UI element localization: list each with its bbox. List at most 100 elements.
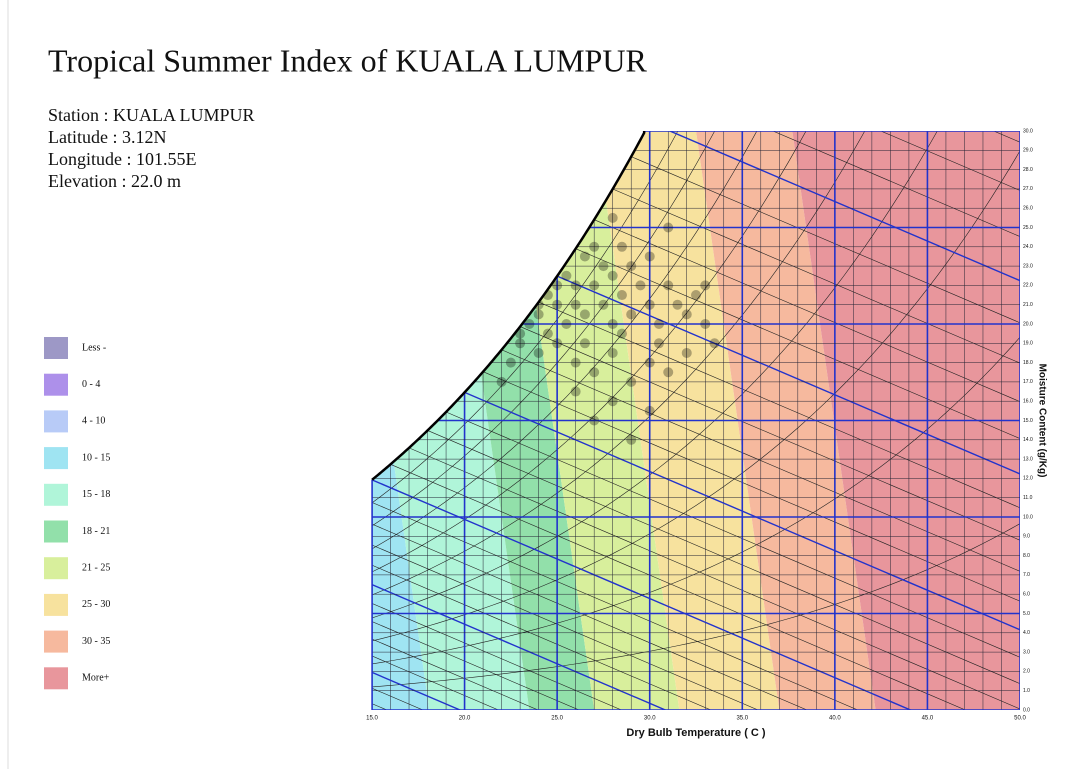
data-point (644, 357, 655, 368)
legend-swatch (44, 630, 68, 653)
y-tick-label: 14.0 (1023, 437, 1033, 443)
station-info: Elevation : 22.0 m (48, 171, 181, 191)
y-tick-label: 8.0 (1023, 553, 1030, 559)
rh-curve (372, 131, 1020, 619)
wet-bulb-line (372, 544, 851, 710)
y-tick-label: 24.0 (1023, 244, 1033, 250)
station-info: Latitude : 3.12N (48, 127, 166, 147)
data-point (589, 241, 600, 252)
legend-swatch (44, 557, 68, 580)
data-point (663, 367, 674, 378)
y-tick-label: 15.0 (1023, 418, 1033, 424)
data-point (579, 309, 590, 320)
wet-bulb-line (372, 575, 724, 710)
data-point (616, 241, 627, 252)
data-point (607, 396, 618, 407)
wet-bulb-line (372, 479, 1020, 710)
y-tick-label: 7.0 (1023, 572, 1030, 578)
data-point (663, 222, 674, 233)
wet-bulb-line (372, 555, 807, 710)
data-point (681, 347, 692, 358)
data-point (709, 338, 720, 349)
wet-bulb-line (705, 131, 1020, 710)
legend-label: 15 - 18 (82, 489, 110, 500)
rh-curve (372, 131, 1020, 550)
data-point (579, 251, 590, 262)
data-point (607, 270, 618, 281)
station-info: Longitude : 101.55E (48, 149, 196, 169)
y-tick-label: 18.0 (1023, 360, 1033, 366)
wet-bulb-line (556, 275, 1020, 710)
wet-bulb-line (575, 248, 1020, 710)
data-point (561, 270, 572, 281)
y-tick-label: 20.0 (1023, 321, 1033, 327)
wet-bulb-line (372, 494, 1020, 710)
data-point (663, 280, 674, 291)
wet-bulb-line (612, 188, 1020, 710)
data-point (552, 338, 563, 349)
rh-curve (372, 523, 1020, 688)
y-tick-label: 29.0 (1023, 148, 1033, 154)
y-tick-label: 28.0 (1023, 167, 1033, 173)
data-point (570, 299, 581, 310)
rh-curve (372, 131, 1020, 527)
data-point (589, 415, 600, 426)
y-axis-label: Moisture Content (g/Kg) (1036, 364, 1047, 478)
wet-bulb-line (519, 326, 1020, 710)
comfort-zone (372, 131, 430, 710)
data-point (644, 405, 655, 416)
data-point (635, 280, 646, 291)
data-point (505, 357, 516, 368)
wet-bulb-line (464, 391, 1020, 710)
data-point (672, 299, 683, 310)
y-tick-label: 17.0 (1023, 379, 1033, 385)
y-tick-label: 27.0 (1023, 186, 1033, 192)
wet-bulb-line (372, 521, 944, 710)
y-tick-label: 9.0 (1023, 534, 1030, 540)
comfort-zone (792, 131, 1020, 710)
wet-bulb-line (372, 592, 646, 710)
data-point (524, 319, 535, 329)
wet-bulb-line (482, 371, 1020, 710)
y-tick-label: 2.0 (1023, 669, 1030, 675)
data-point (700, 280, 711, 291)
legend-label: 4 - 10 (82, 416, 105, 427)
x-tick-label: 15.0 (366, 716, 378, 722)
wet-bulb-line (631, 156, 1020, 710)
x-tick-label: 50.0 (1014, 716, 1026, 722)
x-tick-label: 30.0 (644, 716, 656, 722)
data-point (598, 261, 609, 272)
y-tick-label: 30.0 (1023, 128, 1033, 134)
legend-swatch (44, 483, 68, 506)
wet-bulb-line (408, 447, 1020, 710)
y-tick-label: 11.0 (1023, 495, 1033, 501)
data-point (515, 338, 526, 349)
data-point (496, 376, 507, 387)
legend-swatch (44, 410, 68, 433)
y-tick-label: 5.0 (1023, 611, 1030, 617)
data-point (644, 251, 655, 262)
data-point (533, 347, 544, 358)
wet-bulb-line (372, 533, 897, 710)
y-tick-label: 16.0 (1023, 399, 1033, 405)
data-point (681, 309, 692, 320)
y-tick-label: 6.0 (1023, 592, 1030, 598)
legend-label: More+ (82, 673, 110, 684)
x-tick-label: 45.0 (922, 716, 934, 722)
y-tick-label: 3.0 (1023, 649, 1030, 655)
rh-curve (372, 150, 1020, 642)
legend-label: 10 - 15 (82, 452, 110, 463)
wet-bulb-line (372, 600, 609, 710)
data-point (607, 319, 618, 329)
legend-swatch (44, 593, 68, 616)
data-point (616, 328, 627, 339)
x-tick-label: 20.0 (459, 716, 471, 722)
legend-label: 25 - 30 (82, 599, 110, 610)
x-tick-label: 25.0 (551, 716, 563, 722)
data-point (570, 357, 581, 368)
data-point (653, 319, 664, 329)
data-point (552, 280, 563, 291)
legend-swatch (44, 667, 68, 690)
y-tick-label: 21.0 (1023, 302, 1033, 308)
